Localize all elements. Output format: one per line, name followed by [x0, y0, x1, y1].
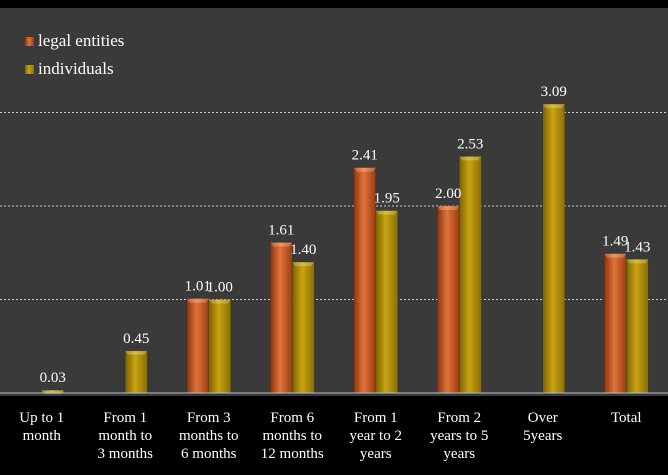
x-tick-label: From 2 years to 5 years — [430, 410, 488, 462]
data-label: 1.01 — [185, 279, 211, 295]
data-label: 1.49 — [602, 234, 628, 250]
bar-top-bevel — [270, 242, 293, 247]
bar-top-bevel — [41, 390, 64, 395]
x-tick-label: From 6 months to 12 months — [261, 410, 324, 462]
bar-individuals — [292, 261, 315, 394]
bar-top-bevel — [375, 210, 398, 215]
data-label: 3.09 — [541, 84, 567, 100]
data-label: 2.41 — [352, 148, 378, 164]
bar-individuals — [626, 259, 649, 394]
data-label: 2.53 — [457, 136, 483, 152]
bar-top-bevel — [292, 262, 315, 267]
data-label: 2.00 — [435, 186, 461, 202]
x-tick-label: From 1 year to 2 years — [350, 410, 402, 462]
legend-label: legal entities — [38, 31, 124, 50]
data-label: 1.61 — [268, 222, 294, 238]
x-axis-ticks: Up to 1 month From 1 month to 3 months From 3… — [19, 410, 641, 462]
x-tick-label: From 1 month to 3 months — [98, 410, 154, 462]
bar-top-bevel — [186, 298, 209, 303]
bar-top-bevel — [459, 156, 482, 161]
x-tick-label: Over 5years — [523, 410, 562, 444]
bar-individuals — [542, 103, 565, 394]
bar-top-bevel — [604, 253, 627, 258]
bar-top-bevel — [542, 104, 565, 109]
bar-individuals — [459, 156, 482, 394]
bar-legal-entities — [270, 242, 293, 394]
bar-top-bevel — [353, 167, 376, 172]
data-label: 1.43 — [624, 239, 650, 255]
legend-label: individuals — [38, 59, 114, 78]
bar-top-bevel — [125, 350, 148, 355]
bar-individuals — [208, 299, 231, 394]
bar-top-bevel — [626, 259, 649, 264]
bar-legal-entities — [437, 205, 460, 394]
x-tick-label: Up to 1 month — [19, 410, 64, 444]
bar-legal-entities — [353, 167, 376, 394]
bar-individuals — [375, 210, 398, 394]
bar-individuals — [125, 350, 148, 394]
data-label: 1.95 — [374, 191, 400, 207]
data-label: 1.00 — [207, 280, 233, 296]
legend-swatch — [25, 65, 34, 74]
data-label: 0.45 — [123, 331, 149, 347]
x-tick-label: Total — [611, 410, 642, 426]
bars — [41, 103, 649, 395]
bar-top-bevel — [437, 206, 460, 210]
bar-legal-entities — [186, 298, 209, 394]
data-label: 1.40 — [290, 242, 316, 258]
bar-legal-entities — [604, 253, 627, 394]
legend: legal entities individuals — [25, 31, 124, 78]
data-labels: 0.03 0.45 1.011.00 1.61 1.40 2.41 1.95 2.00 2.53… — [40, 84, 651, 386]
x-tick-label: From 3 months to 6 months — [179, 410, 239, 462]
legend-swatch — [25, 37, 34, 46]
bar-top-bevel — [208, 299, 231, 304]
data-label: 0.03 — [40, 370, 66, 386]
